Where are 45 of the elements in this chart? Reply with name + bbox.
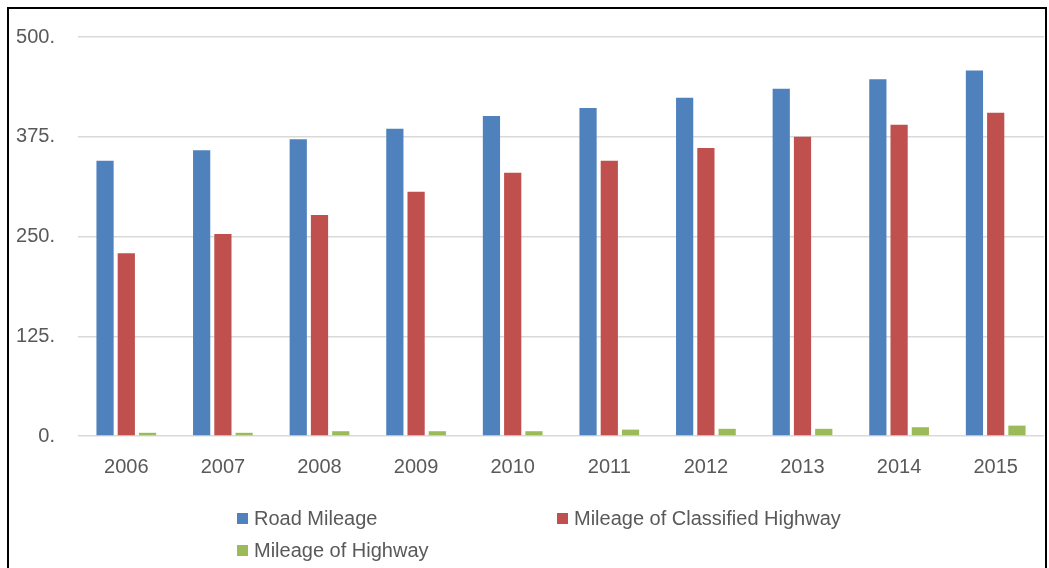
legend-label: Mileage of Classified Highway	[574, 506, 841, 530]
bar	[965, 70, 984, 436]
x-tick-label: 2011	[587, 454, 631, 477]
bar	[482, 116, 501, 436]
bar	[525, 431, 543, 436]
bar	[772, 88, 790, 436]
x-tick-label: 2006	[104, 454, 149, 477]
bar	[869, 79, 887, 436]
bar	[718, 428, 736, 436]
bar	[987, 112, 1005, 436]
bar	[289, 139, 307, 436]
x-tick-label: 2007	[200, 454, 246, 477]
bar	[193, 150, 211, 436]
bar	[890, 124, 908, 436]
x-tick-label: 2013	[780, 454, 825, 477]
bar	[428, 431, 446, 436]
bar	[310, 214, 329, 436]
legend-label: Road Mileage	[254, 506, 378, 530]
x-tick-label: 2012	[683, 454, 729, 477]
bar	[117, 253, 135, 436]
bar	[1008, 425, 1026, 436]
bar	[407, 191, 425, 436]
bar	[815, 428, 833, 436]
x-tick-label: 2009	[393, 454, 439, 477]
x-tick-label: 2015	[973, 454, 1018, 477]
x-tick-label: 2008	[297, 454, 342, 477]
bar	[214, 234, 232, 436]
legend-label: Mileage of Highway	[254, 538, 429, 562]
y-tick-label: 0.	[38, 423, 55, 446]
y-tick-label: 375.	[16, 124, 55, 147]
bar	[697, 147, 715, 436]
x-tick-label: 2010	[490, 454, 535, 477]
bar	[911, 427, 929, 436]
y-tick-label: 500.	[16, 24, 55, 47]
bar	[600, 160, 618, 436]
bar	[332, 431, 350, 436]
bar	[96, 160, 114, 436]
y-tick-label: 250.	[16, 224, 55, 247]
bar	[579, 108, 597, 436]
bar	[504, 172, 522, 436]
bar	[793, 136, 812, 436]
bar	[386, 128, 404, 436]
bar	[676, 97, 694, 436]
x-tick-label: 2014	[876, 454, 922, 477]
y-tick-label: 125.	[16, 323, 55, 346]
